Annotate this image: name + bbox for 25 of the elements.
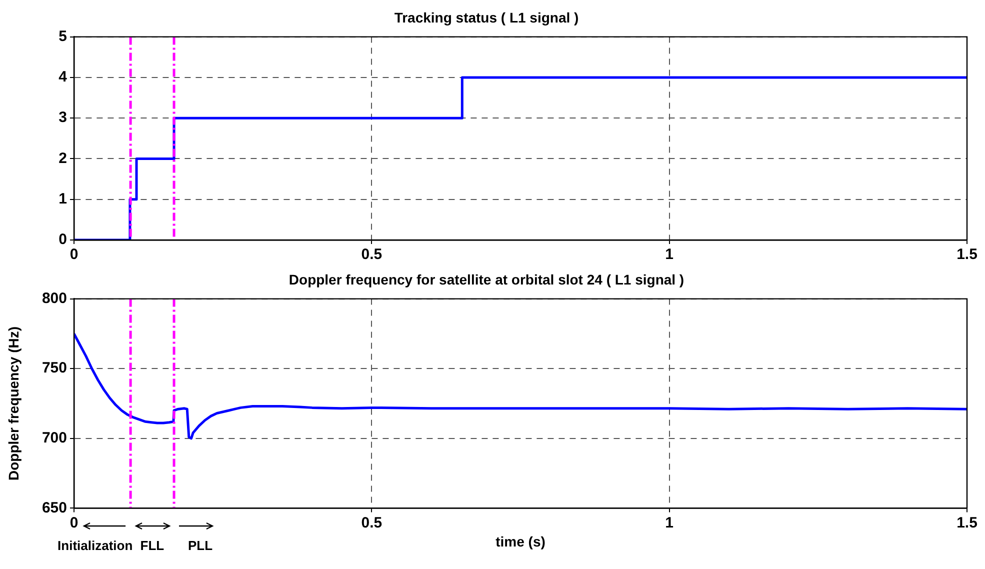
y-tick-label: 2 xyxy=(58,150,67,167)
y-tick-label: 650 xyxy=(42,499,67,516)
x-tick-label: 1.5 xyxy=(956,246,978,264)
y-tick-label: 700 xyxy=(42,430,67,447)
y-tick-label: 1 xyxy=(58,190,67,208)
text: Initialization xyxy=(58,538,133,554)
y-tick-label: 3 xyxy=(58,109,67,126)
x-tick-label: 0.5 xyxy=(361,514,382,532)
x-tick-label: 1.5 xyxy=(956,514,978,532)
y-tick-label: 750 xyxy=(42,360,67,377)
chart-title: Doppler frequency for satellite at orbital slot 24 ( L1 signal ) xyxy=(288,271,684,288)
x-tick-label: 1 xyxy=(665,246,674,264)
text: PLL xyxy=(188,538,213,554)
x-axis-title: time (s) xyxy=(496,533,546,550)
y-axis-title: Doppler frequency (Hz) xyxy=(5,326,22,481)
chart-title: Tracking status ( L1 signal ) xyxy=(394,9,579,26)
y-tick-label: 5 xyxy=(58,28,67,45)
x-tick-label: 0 xyxy=(70,246,78,264)
y-tick-label: 0 xyxy=(58,231,67,248)
x-tick-label: 0 xyxy=(70,514,78,532)
text: FLL xyxy=(140,538,164,554)
y-tick-label: 4 xyxy=(58,68,68,86)
y-tick-label: 800 xyxy=(42,290,67,307)
x-tick-label: 0.5 xyxy=(361,246,382,264)
x-tick-label: 1 xyxy=(665,514,674,532)
